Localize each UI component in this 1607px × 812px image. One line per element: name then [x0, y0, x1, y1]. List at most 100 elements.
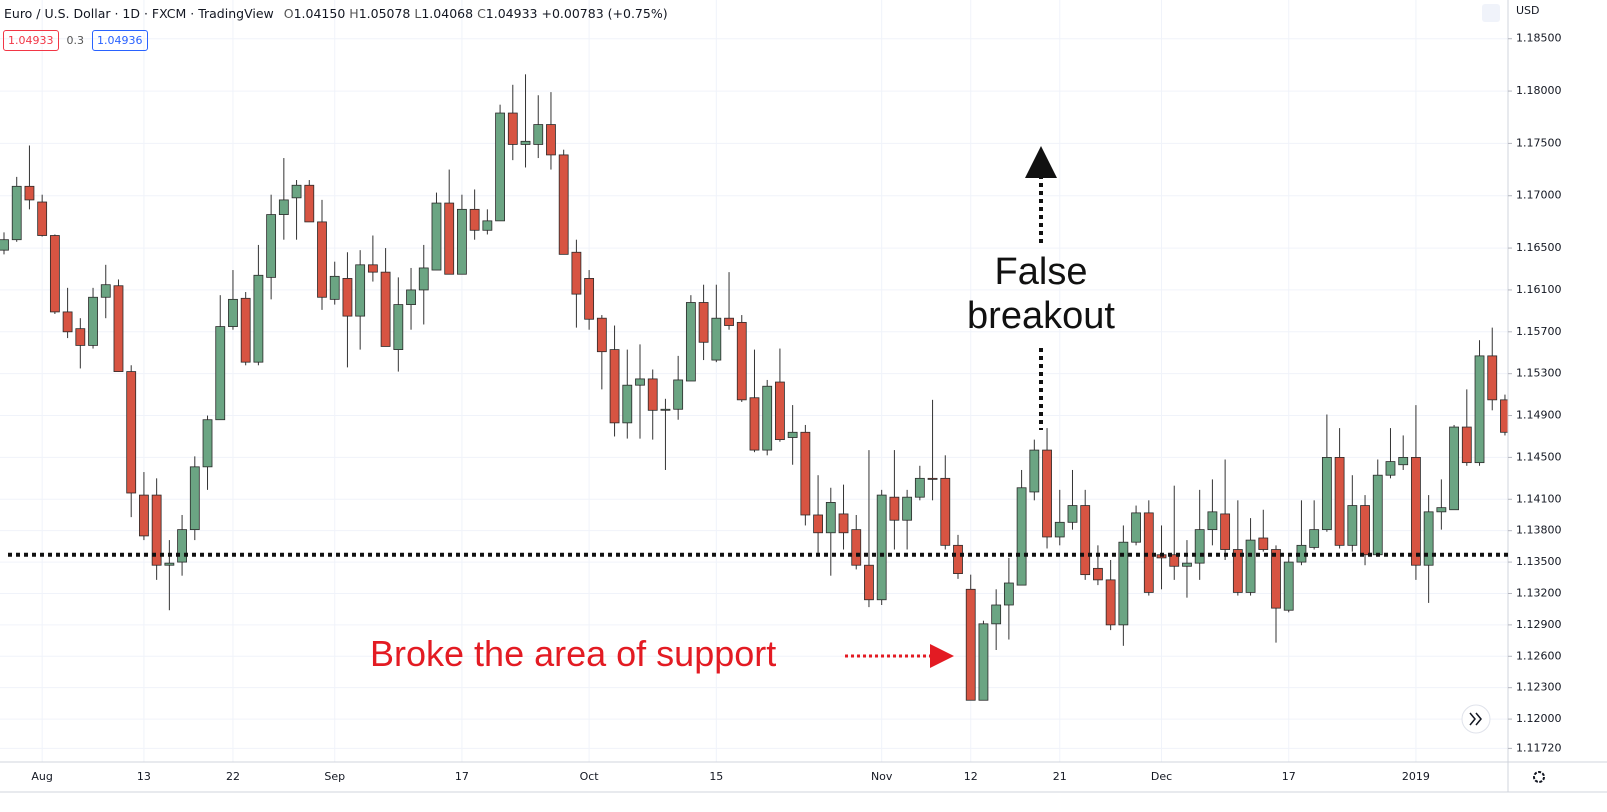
- candle-body: [520, 140, 531, 145]
- candle-body: [1105, 579, 1116, 626]
- overlay: [845, 146, 1057, 668]
- candle-body: [953, 544, 963, 574]
- candle-body: [431, 202, 442, 271]
- candle-body: [253, 274, 264, 363]
- candle-body: [813, 514, 823, 534]
- candle-body: [1360, 505, 1370, 556]
- candle-body: [151, 494, 162, 566]
- y-tick-label: 1.18000: [1516, 84, 1562, 97]
- candle-body: [507, 112, 518, 145]
- candle-body: [584, 278, 595, 320]
- y-tick-label: 1.16500: [1516, 241, 1562, 254]
- candle-body: [1398, 457, 1409, 466]
- symbol: Euro / U.S. Dollar · 1D · FXCM · Trading…: [4, 6, 274, 21]
- candle-body: [609, 349, 620, 424]
- candle-body: [215, 326, 226, 421]
- candle-body: [660, 408, 671, 411]
- ohlc-value: +0.00783 (+0.75%): [541, 6, 668, 21]
- candle-body: [88, 296, 98, 346]
- ohlc: O1.04150 H1.05078 L1.04068 C1.04933 +0.00783…: [284, 6, 668, 21]
- candle-body: [1283, 561, 1294, 611]
- candle-body: [1321, 457, 1332, 531]
- candle-body: [1309, 529, 1320, 548]
- x-tick-label: Dec: [1151, 770, 1172, 783]
- candle-body: [24, 185, 35, 201]
- ohlc-label: L: [414, 6, 422, 21]
- candle-body: [49, 235, 60, 313]
- candle-body: [304, 184, 315, 223]
- x-tick-label: 22: [226, 770, 240, 783]
- y-tick-label: 1.14900: [1516, 409, 1562, 422]
- ohlc-value: 1.04068: [421, 6, 474, 21]
- candle-body: [698, 302, 709, 343]
- y-tick-label: 1.13800: [1516, 524, 1562, 537]
- x-tick-label: 15: [709, 770, 723, 783]
- candle-body: [1220, 513, 1231, 550]
- broke-support-label: Broke the area of support: [370, 633, 777, 674]
- candle-body: [978, 623, 989, 701]
- ohlc-value: 1.04150: [293, 6, 346, 21]
- candle-body: [1487, 355, 1498, 401]
- candle-body: [240, 297, 251, 363]
- candle-body: [736, 321, 747, 401]
- sell-button[interactable]: 1.04933: [3, 30, 59, 51]
- ohlc-item: +0.00783 (+0.75%): [542, 6, 668, 21]
- x-tick-label: Sep: [324, 770, 345, 783]
- candle-body: [864, 564, 874, 601]
- candle-body: [685, 302, 696, 382]
- candle-body: [418, 267, 429, 291]
- y-tick-label: 1.17000: [1516, 189, 1562, 202]
- candle-body: [1258, 537, 1269, 550]
- y-tick-label: 1.14100: [1516, 492, 1562, 505]
- candle-body: [571, 251, 582, 295]
- buy-button[interactable]: 1.04936: [92, 30, 148, 51]
- x-tick-label: 2019: [1402, 770, 1430, 783]
- candle-body: [1016, 487, 1027, 586]
- y-tick-label: 1.12900: [1516, 618, 1562, 631]
- x-tick-label: 21: [1053, 770, 1067, 783]
- candle-body: [1029, 449, 1040, 493]
- ohlc-label: O: [283, 6, 294, 21]
- candle-body: [1232, 549, 1243, 593]
- candle-body: [266, 214, 277, 278]
- ohlc-value: 1.05078: [358, 6, 411, 21]
- candle-body: [1143, 512, 1154, 593]
- candle-body: [1385, 461, 1396, 476]
- candle-body: [139, 494, 149, 537]
- candle-body: [1500, 399, 1508, 433]
- candle-body: [62, 311, 73, 333]
- candle-body: [762, 385, 773, 451]
- candle-body: [164, 562, 175, 566]
- candle-body: [228, 298, 238, 327]
- candle-body: [1474, 355, 1485, 464]
- candle-body: [596, 317, 607, 353]
- candle-body: [1334, 457, 1345, 546]
- scroll-button[interactable]: [1461, 704, 1491, 734]
- x-tick-label: Oct: [580, 770, 600, 783]
- candle-body: [202, 419, 213, 468]
- candle-body: [367, 264, 378, 273]
- gear-icon[interactable]: [1533, 771, 1545, 783]
- candle-body: [838, 513, 849, 534]
- y-tick-label: 1.15300: [1516, 367, 1562, 380]
- candle-body: [1042, 449, 1052, 538]
- ohlc-item: L1.04068: [414, 6, 473, 21]
- candle-body: [914, 477, 925, 498]
- x-tick-label: Nov: [871, 770, 893, 783]
- order-row: 1.04933 0.3 1.04936: [3, 30, 148, 51]
- candle-body: [37, 201, 48, 236]
- settings-square[interactable]: [1482, 4, 1500, 22]
- candle-body: [546, 124, 556, 156]
- candle-body: [113, 285, 124, 372]
- y-tick-label: 1.12300: [1516, 681, 1562, 694]
- candle-body: [558, 154, 569, 255]
- candle-body: [1194, 529, 1205, 564]
- ohlc-label: C: [477, 6, 486, 21]
- currency: USD: [1516, 4, 1540, 17]
- candle-body: [1131, 512, 1141, 543]
- candle-body: [75, 328, 86, 346]
- candle-body: [965, 588, 976, 701]
- candle-body: [622, 384, 633, 424]
- scroll-icon: [1469, 712, 1482, 726]
